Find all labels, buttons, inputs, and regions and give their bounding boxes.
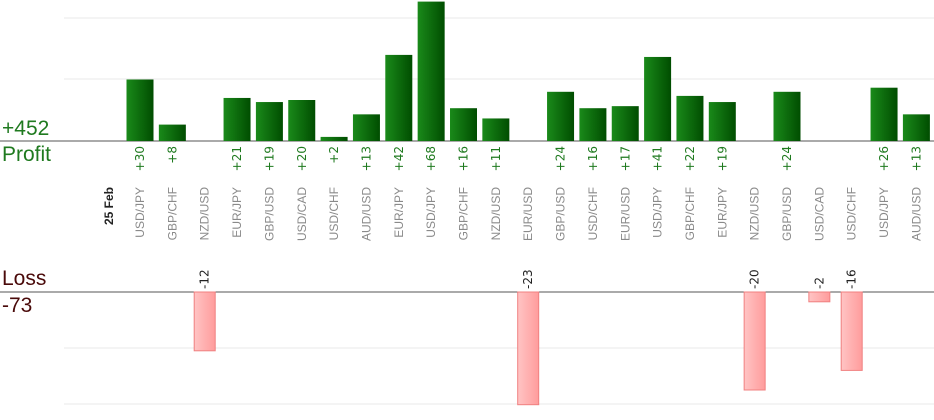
profit-bar	[158, 124, 186, 141]
profit-bar	[547, 91, 575, 141]
date-label: 25 Feb	[102, 187, 116, 225]
bar-value-label: -23	[521, 269, 535, 289]
bar-value-label: +13	[909, 146, 923, 171]
bar-value-label: +26	[877, 146, 891, 171]
pair-label: USD/CAD	[295, 187, 309, 241]
bars	[126, 1, 930, 406]
loss-bar	[193, 291, 216, 352]
pair-label: USD/JPY	[651, 187, 665, 238]
bar-value-label: +17	[618, 146, 632, 171]
pair-label: GBP/USD	[780, 187, 794, 241]
bar-value-label: +21	[230, 146, 244, 171]
bar-value-label: -2	[812, 277, 826, 289]
profit-bar	[385, 54, 413, 141]
profit-total: +452	[2, 117, 50, 140]
pair-label: NZD/USD	[748, 187, 762, 241]
loss-bar	[808, 291, 831, 303]
pair-label: EUR/USD	[618, 187, 632, 241]
profit-bar	[482, 118, 510, 141]
profit-bar	[579, 108, 607, 141]
pair-label: USD/CAD	[812, 187, 826, 241]
bar-value-label: +8	[165, 146, 179, 164]
bar-value-label: +42	[392, 146, 406, 171]
profit-bar	[126, 79, 154, 141]
loss-total: -73	[2, 294, 33, 317]
pair-label: AUD/USD	[909, 187, 923, 241]
bar-value-label: +24	[554, 146, 568, 171]
bar-value-label: +11	[489, 146, 503, 171]
profit-bar	[644, 56, 672, 142]
profit-bar	[417, 1, 445, 141]
pair-label: NZD/USD	[489, 187, 503, 241]
bar-value-label: +30	[133, 146, 147, 171]
pair-label: USD/JPY	[133, 187, 147, 238]
pair-label: USD/CHF	[586, 187, 600, 240]
loss-label: Loss	[2, 267, 47, 290]
loss-bar	[840, 291, 863, 371]
labels: 25 Feb +30 USD/JPY +8 GBP/CHF -12 NZD/USD +21 EU…	[102, 146, 923, 289]
bar-value-label: +20	[295, 146, 309, 171]
profit-bar	[676, 95, 704, 141]
bar-value-label: +68	[424, 146, 438, 171]
bar-value-label: +19	[715, 146, 729, 171]
pair-label: NZD/USD	[198, 187, 212, 241]
pair-label: GBP/USD	[554, 187, 568, 241]
pair-label: AUD/USD	[359, 187, 373, 241]
profit-bar	[773, 91, 801, 141]
profit-bar	[450, 108, 477, 141]
profit-bar	[255, 102, 283, 141]
profit-bar	[288, 100, 316, 141]
loss-bar	[743, 291, 766, 391]
profit-label: Profit	[2, 143, 52, 166]
profit-bar	[352, 114, 380, 141]
pair-label: EUR/USD	[521, 187, 535, 241]
bar-value-label: +22	[683, 146, 697, 171]
profit-bar	[708, 102, 736, 141]
bar-value-label: +24	[780, 146, 794, 171]
bar-value-label: +41	[651, 146, 665, 171]
pair-label: EUR/JPY	[715, 187, 729, 238]
pair-label: GBP/CHF	[165, 187, 179, 240]
profit-bar	[223, 97, 251, 141]
pair-label: USD/JPY	[877, 187, 891, 238]
bar-value-label: +16	[586, 146, 600, 171]
pair-label: EUR/JPY	[230, 187, 244, 238]
bar-value-label: +19	[262, 146, 276, 171]
bar-value-label: -20	[748, 269, 762, 289]
profit-bar	[320, 136, 348, 141]
pair-label: USD/JPY	[424, 187, 438, 238]
pair-label: USD/CHF	[327, 187, 341, 240]
pair-label: GBP/CHF	[457, 187, 471, 240]
profit-bar	[902, 114, 930, 141]
pair-label: GBP/CHF	[683, 187, 697, 240]
bar-value-label: -16	[845, 269, 859, 289]
bar-value-label: +13	[359, 146, 373, 171]
pair-label: EUR/JPY	[392, 187, 406, 238]
loss-bar	[517, 291, 540, 406]
profit-bar	[611, 106, 639, 141]
profit-bar	[870, 87, 898, 141]
bar-value-label: +16	[457, 146, 471, 171]
pair-label: USD/CHF	[845, 187, 859, 240]
pair-label: GBP/USD	[262, 187, 276, 241]
bar-value-label: -12	[198, 269, 212, 289]
bar-value-label: +2	[327, 146, 341, 164]
